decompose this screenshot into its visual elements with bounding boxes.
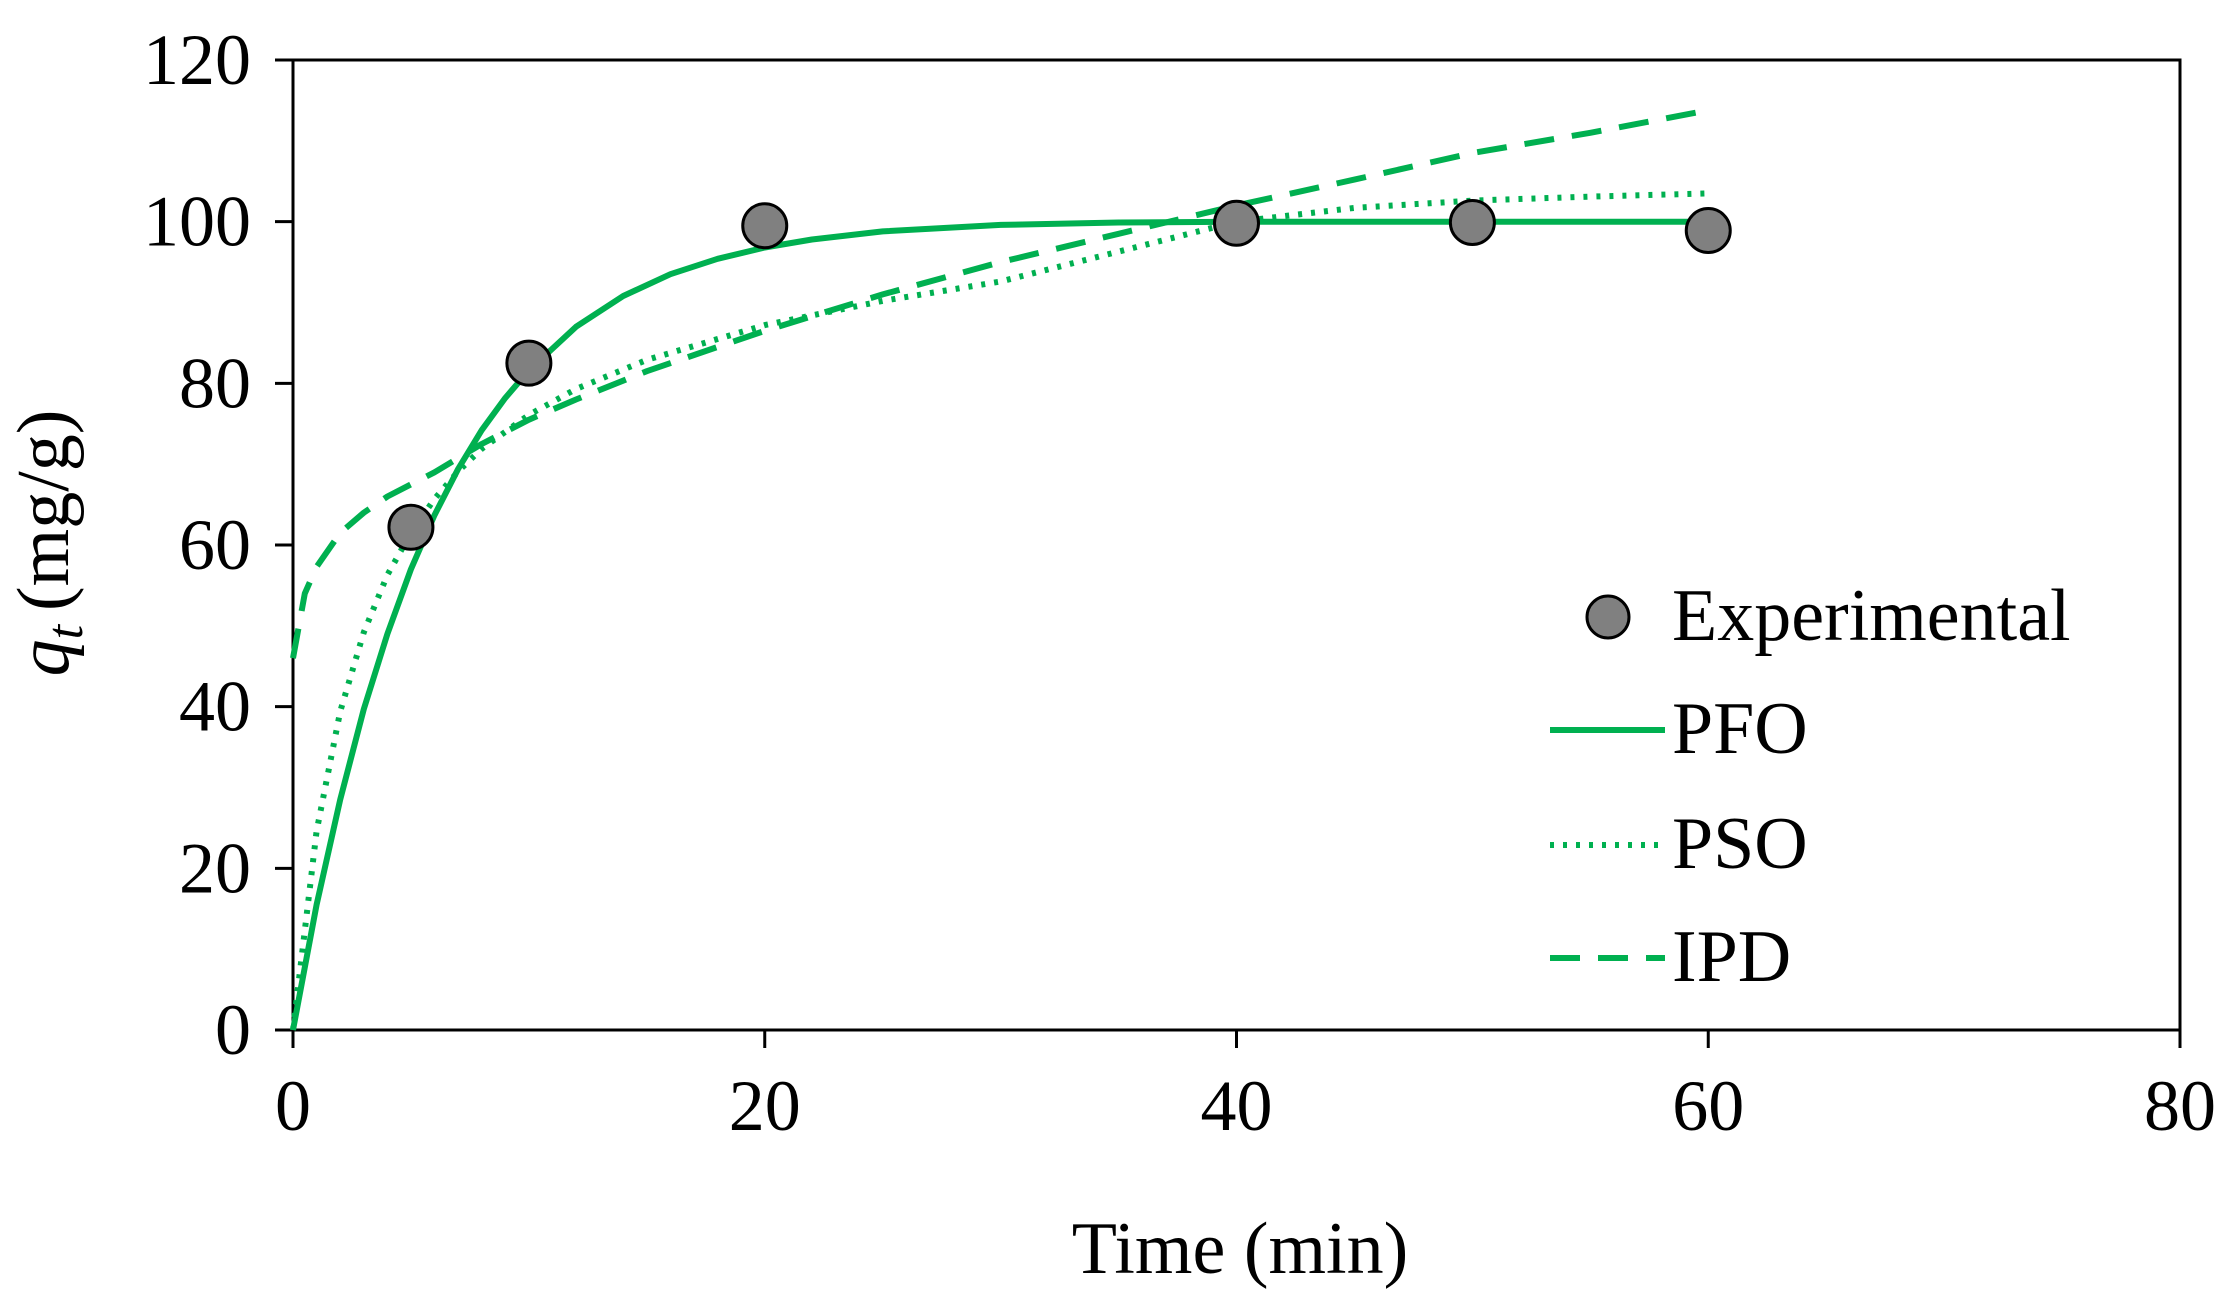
experimental-point-20	[741, 202, 789, 250]
legend: Experimental PFO PSO IPD	[1550, 575, 2071, 998]
y-tick-label-20: 20	[179, 828, 251, 908]
x-tick-label-0: 0	[275, 1066, 311, 1146]
y-tick-label-100: 100	[143, 182, 251, 262]
y-tick-label-120: 120	[143, 20, 251, 100]
series-line-pfo	[290, 218, 1709, 1031]
y-axis-units: (mg/g)	[3, 410, 85, 611]
x-tick-label-60: 60	[1672, 1066, 1744, 1146]
experimental-point-10	[505, 339, 553, 387]
legend-label-pfo: PFO	[1672, 688, 1808, 770]
y-tick-label-0: 0	[215, 990, 251, 1070]
x-axis-title: Time (min)	[1072, 1208, 1408, 1290]
y-tick-label-60: 60	[179, 505, 251, 585]
tick-layer: 0 20 40 60 80 0 20 40 60 80 100 120	[143, 20, 2216, 1146]
y-axis-title: qt (mg/g)	[3, 410, 94, 677]
legend-label-experimental: Experimental	[1672, 575, 2071, 657]
experimental-point-50	[1448, 198, 1496, 246]
y-axis-subscript: t	[37, 623, 94, 639]
x-tick-label-40: 40	[1201, 1066, 1273, 1146]
experimental-point-5	[387, 503, 435, 551]
experimental-point-40	[1213, 199, 1260, 247]
series-line-pso	[290, 190, 1709, 1031]
y-tick-label-40: 40	[179, 667, 251, 747]
y-tick-label-80: 80	[179, 343, 251, 423]
legend-marker-experimental	[1585, 594, 1631, 640]
legend-label-ipd: IPD	[1672, 916, 1791, 998]
experimental-markers	[387, 198, 1732, 551]
legend-label-pso: PSO	[1672, 803, 1808, 885]
x-tick-label-20: 20	[729, 1066, 801, 1146]
y-axis-symbol: q	[3, 639, 85, 676]
experimental-point-60	[1684, 207, 1732, 255]
x-tick-label-80: 80	[2144, 1066, 2216, 1146]
series-line-ipd	[290, 109, 1698, 659]
series-lines	[290, 109, 1709, 1031]
